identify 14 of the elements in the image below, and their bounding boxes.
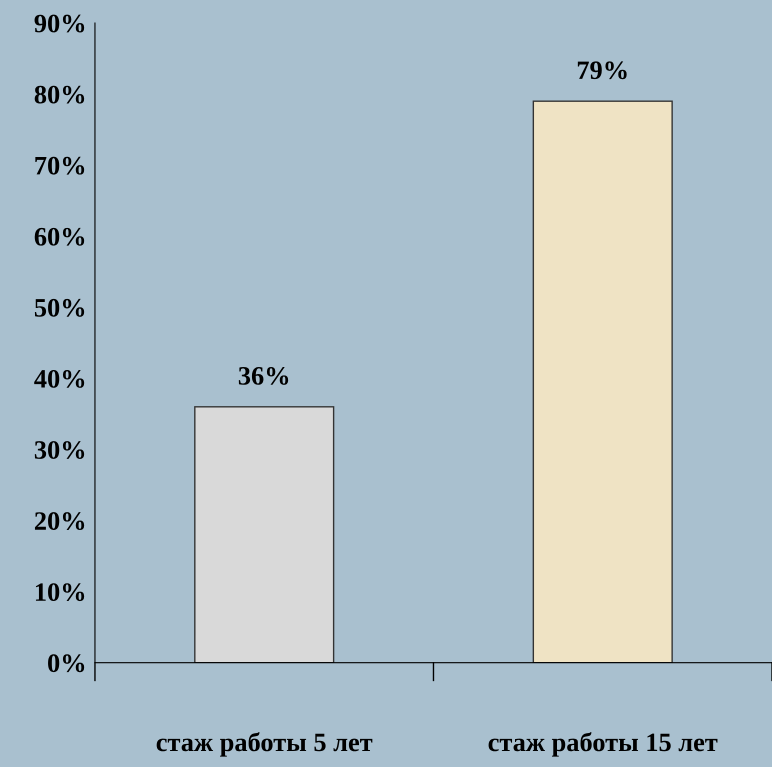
y-tick-label: 0% xyxy=(48,654,84,672)
data-label: 36% xyxy=(238,366,288,385)
y-tick-label: 90% xyxy=(34,14,84,33)
y-tick-label: 70% xyxy=(35,156,84,175)
y-tick-label: 20% xyxy=(34,512,84,530)
y-tick-label: 80% xyxy=(34,86,84,104)
y-tick-label: 40% xyxy=(34,370,84,388)
y-tick-label: 50% xyxy=(34,298,84,317)
y-tick-label: 30% xyxy=(34,441,84,459)
y-tick-label: 60% xyxy=(34,228,84,246)
y-tick-label: 10% xyxy=(36,583,84,602)
data-label: 79% xyxy=(578,61,627,80)
x-tick-label: стаж работы 5 лет xyxy=(156,732,372,757)
x-tick-label: стаж работы 15 лет xyxy=(488,732,718,757)
